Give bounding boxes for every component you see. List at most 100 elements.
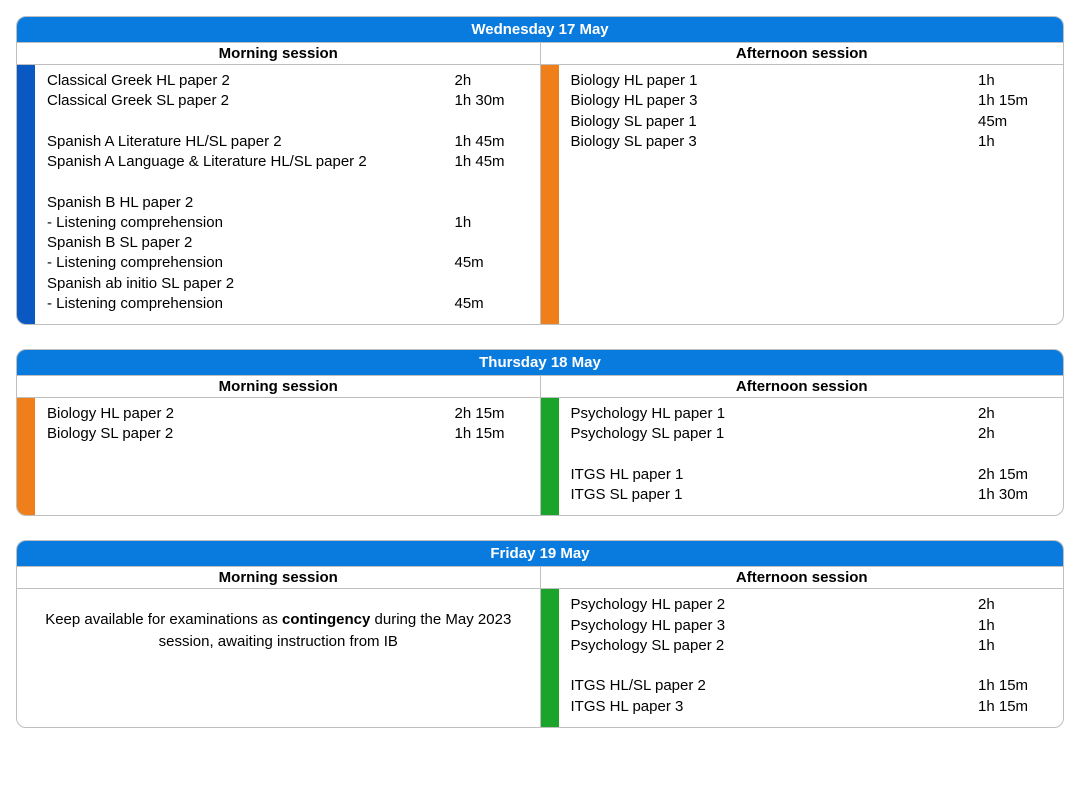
exam-row: Psychology SL paper 21h xyxy=(571,636,1054,656)
exam-name: - Listening comprehension xyxy=(47,213,455,233)
session-color-bar xyxy=(541,65,559,324)
session: Afternoon sessionBiology HL paper 11hBio… xyxy=(540,42,1064,324)
exam-duration: 2h 15m xyxy=(455,404,530,424)
exam-duration: 45m xyxy=(978,112,1053,132)
exam-name: ITGS HL paper 1 xyxy=(571,465,979,485)
exam-name: Biology SL paper 3 xyxy=(571,132,979,152)
exam-row: Psychology SL paper 12h xyxy=(571,424,1054,444)
exam-row: Spanish A Language & Literature HL/SL pa… xyxy=(47,152,530,172)
session-body: Psychology HL paper 22hPsychology HL pap… xyxy=(541,589,1064,727)
exam-row: Psychology HL paper 12h xyxy=(571,404,1054,424)
session-header: Afternoon session xyxy=(541,43,1064,65)
exam-duration: 1h 15m xyxy=(978,676,1053,696)
exam-duration: 1h 45m xyxy=(455,152,530,172)
session: Afternoon sessionPsychology HL paper 22h… xyxy=(540,566,1064,727)
session-header: Afternoon session xyxy=(541,567,1064,589)
exam-duration xyxy=(455,274,530,294)
session-color-bar xyxy=(17,65,35,324)
session-content: Biology HL paper 22h 15mBiology SL paper… xyxy=(35,398,540,515)
exam-name: Biology SL paper 2 xyxy=(47,424,455,444)
exam-duration: 2h xyxy=(978,424,1053,444)
exam-row: - Listening comprehension1h xyxy=(47,213,530,233)
exam-name: ITGS HL paper 3 xyxy=(571,697,979,717)
session-body: Biology HL paper 11hBiology HL paper 31h… xyxy=(541,65,1064,324)
exam-duration: 2h xyxy=(978,404,1053,424)
exam-name: Biology HL paper 1 xyxy=(571,71,979,91)
exam-duration: 1h 15m xyxy=(978,91,1053,111)
spacer-row xyxy=(47,465,530,485)
exam-duration: 1h 30m xyxy=(978,485,1053,505)
exam-row: ITGS HL paper 12h 15m xyxy=(571,465,1054,485)
session-content: Biology HL paper 11hBiology HL paper 31h… xyxy=(559,65,1064,324)
exam-name: Spanish A Language & Literature HL/SL pa… xyxy=(47,152,455,172)
exam-name: Psychology HL paper 2 xyxy=(571,595,979,615)
session-content: Classical Greek HL paper 22hClassical Gr… xyxy=(35,65,540,324)
exam-name: Psychology SL paper 1 xyxy=(571,424,979,444)
schedule-root: Wednesday 17 MayMorning sessionClassical… xyxy=(16,16,1064,728)
exam-row: Biology SL paper 145m xyxy=(571,112,1054,132)
session-header: Morning session xyxy=(17,567,540,589)
exam-duration: 45m xyxy=(455,294,530,314)
spacer-row xyxy=(47,112,530,132)
session-color-bar xyxy=(541,589,559,727)
day-block: Friday 19 MayMorning sessionKeep availab… xyxy=(16,540,1064,728)
session-row: Morning sessionBiology HL paper 22h 15mB… xyxy=(17,375,1063,515)
exam-name: - Listening comprehension xyxy=(47,294,455,314)
exam-name: Biology SL paper 1 xyxy=(571,112,979,132)
session-row: Morning sessionClassical Greek HL paper … xyxy=(17,42,1063,324)
spacer-row xyxy=(47,172,530,192)
exam-row: Spanish B SL paper 2 xyxy=(47,233,530,253)
exam-name: Biology HL paper 3 xyxy=(571,91,979,111)
exam-duration: 2h xyxy=(978,595,1053,615)
exam-row: Spanish ab initio SL paper 2 xyxy=(47,274,530,294)
session: Morning sessionClassical Greek HL paper … xyxy=(17,42,540,324)
exam-duration: 1h 30m xyxy=(455,91,530,111)
exam-name: - Listening comprehension xyxy=(47,253,455,273)
spacer-row xyxy=(571,656,1054,676)
exam-duration: 1h xyxy=(978,71,1053,91)
session: Morning sessionKeep available for examin… xyxy=(17,566,540,727)
day-block: Thursday 18 MayMorning sessionBiology HL… xyxy=(16,349,1064,516)
exam-name: Spanish A Literature HL/SL paper 2 xyxy=(47,132,455,152)
exam-name: Spanish B SL paper 2 xyxy=(47,233,455,253)
exam-name: ITGS SL paper 1 xyxy=(571,485,979,505)
exam-duration: 45m xyxy=(455,253,530,273)
exam-row: Spanish B HL paper 2 xyxy=(47,193,530,213)
exam-name: ITGS HL/SL paper 2 xyxy=(571,676,979,696)
exam-duration: 1h xyxy=(978,616,1053,636)
exam-name: Spanish B HL paper 2 xyxy=(47,193,455,213)
session-header: Morning session xyxy=(17,376,540,398)
exam-row: Spanish A Literature HL/SL paper 21h 45m xyxy=(47,132,530,152)
exam-row: Classical Greek HL paper 22h xyxy=(47,71,530,91)
session-header: Morning session xyxy=(17,43,540,65)
session-row: Morning sessionKeep available for examin… xyxy=(17,566,1063,727)
exam-row: Biology HL paper 31h 15m xyxy=(571,91,1054,111)
spacer-row xyxy=(47,485,530,505)
exam-duration: 2h 15m xyxy=(978,465,1053,485)
spacer-row xyxy=(571,445,1054,465)
session-content: Psychology HL paper 22hPsychology HL pap… xyxy=(559,589,1064,727)
exam-row: Psychology HL paper 31h xyxy=(571,616,1054,636)
session-body: Classical Greek HL paper 22hClassical Gr… xyxy=(17,65,540,324)
exam-row: Biology HL paper 11h xyxy=(571,71,1054,91)
exam-name: Psychology HL paper 1 xyxy=(571,404,979,424)
exam-row: Psychology HL paper 22h xyxy=(571,595,1054,615)
session-color-bar xyxy=(17,398,35,515)
exam-row: Biology SL paper 31h xyxy=(571,132,1054,152)
exam-row: Biology HL paper 22h 15m xyxy=(47,404,530,424)
session-content: Psychology HL paper 12hPsychology SL pap… xyxy=(559,398,1064,515)
exam-name: Biology HL paper 2 xyxy=(47,404,455,424)
exam-name: Classical Greek HL paper 2 xyxy=(47,71,455,91)
session: Afternoon sessionPsychology HL paper 12h… xyxy=(540,375,1064,515)
spacer-row xyxy=(47,445,530,465)
session-body: Biology HL paper 22h 15mBiology SL paper… xyxy=(17,398,540,515)
day-header: Thursday 18 May xyxy=(17,350,1063,375)
exam-duration: 1h xyxy=(455,213,530,233)
exam-row: - Listening comprehension45m xyxy=(47,253,530,273)
exam-duration: 1h xyxy=(978,636,1053,656)
session-body: Keep available for examinations as conti… xyxy=(17,589,540,727)
day-header: Friday 19 May xyxy=(17,541,1063,566)
exam-duration: 1h 45m xyxy=(455,132,530,152)
contingency-note: Keep available for examinations as conti… xyxy=(17,589,540,727)
exam-duration xyxy=(455,233,530,253)
